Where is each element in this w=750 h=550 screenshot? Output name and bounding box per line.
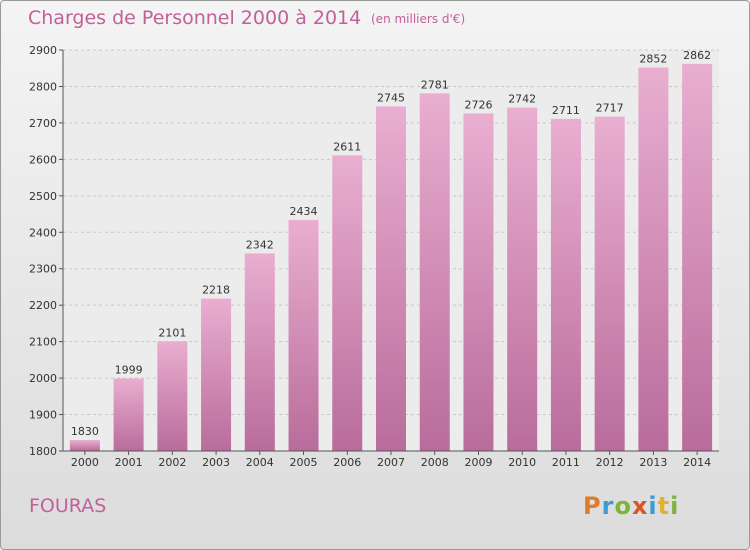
bar-2010 [507,107,538,452]
bar-2003 [201,298,232,451]
y-axis: 1800 1900 2000 2100 2200 2300 2400 2500 2600 2700… [29,44,64,458]
data-label-2004: 2342 [246,238,274,251]
data-label-2003: 2218 [202,284,230,297]
bar-2007 [376,106,406,451]
y-tick-label: 1800 [29,445,57,458]
x-tick-label-2008: 2008 [421,456,449,469]
data-label-2011: 2711 [552,104,580,117]
logo-letter: i [670,492,680,520]
logo-letter: t [657,492,671,520]
bar-2014 [682,63,713,452]
logo-letter: i [648,492,658,520]
y-tick-label: 2100 [29,336,57,349]
bar-2011 [550,118,581,451]
x-tick-label-2013: 2013 [639,456,667,469]
bar-2000 [69,440,100,451]
bars [69,63,713,452]
y-tick-label: 2500 [29,190,57,203]
x-tick-label-2011: 2011 [552,456,580,469]
data-label-2010: 2742 [508,93,536,106]
logo-letter: P [583,492,602,520]
x-tick-label-2005: 2005 [290,456,318,469]
proxiti-logo: Proxiti [583,492,679,520]
data-label-2009: 2726 [464,98,492,111]
bar-2002 [157,341,188,451]
x-axis: 2000 2001 2002 2003 2004 2005 2006 2007 2008 2009… [63,450,719,469]
y-tick-label: 2900 [29,44,57,57]
x-tick-label-2000: 2000 [71,456,99,469]
bar-2006 [332,155,363,451]
x-tick-label-2003: 2003 [202,456,230,469]
bar-2005 [288,219,319,451]
data-label-2012: 2717 [596,102,624,115]
data-label-2002: 2101 [158,326,186,339]
data-label-2007: 2745 [377,92,405,105]
x-tick-label-2014: 2014 [683,456,711,469]
data-labels: 1830 1999 2101 2218 2342 2434 2611 2745 2781 2726… [71,49,711,438]
data-label-2008: 2781 [421,78,449,91]
y-tick-label: 2800 [29,80,57,93]
logo-letter: r [601,492,615,520]
chart-subtitle: (en milliers d'€) [371,12,466,26]
x-tick-label-2004: 2004 [246,456,274,469]
logo-letter: x [631,492,649,520]
y-tick-label: 2200 [29,299,57,312]
x-tick-label-2009: 2009 [464,456,492,469]
y-tick-label: 2600 [29,153,57,166]
bar-2012 [594,116,625,451]
x-tick-label-2006: 2006 [333,456,361,469]
x-tick-label-2007: 2007 [377,456,405,469]
x-tick-label-2012: 2012 [596,456,624,469]
bar-2004 [244,253,275,451]
chart-title: Charges de Personnel 2000 à 2014 [28,7,362,29]
bar-2008 [419,93,450,451]
data-label-2014: 2862 [683,49,711,62]
location-label: FOURAS [29,495,107,517]
bar-2013 [638,67,669,452]
data-label-2013: 2852 [639,52,667,65]
data-label-2006: 2611 [333,140,361,153]
bar-2009 [463,113,494,451]
x-tick-label-2001: 2001 [115,456,143,469]
y-tick-label: 2700 [29,117,57,130]
logo-letter: o [614,492,632,520]
x-tick-label-2010: 2010 [508,456,536,469]
x-tick-label-2002: 2002 [158,456,186,469]
y-tick-label: 1900 [29,409,57,422]
y-tick-label: 2400 [29,226,57,239]
bar-2001 [113,378,144,451]
y-tick-label: 2300 [29,263,57,276]
data-label-2000: 1830 [71,425,99,438]
data-label-2001: 1999 [115,363,143,376]
data-label-2005: 2434 [290,205,318,218]
y-tick-label: 2000 [29,372,57,385]
